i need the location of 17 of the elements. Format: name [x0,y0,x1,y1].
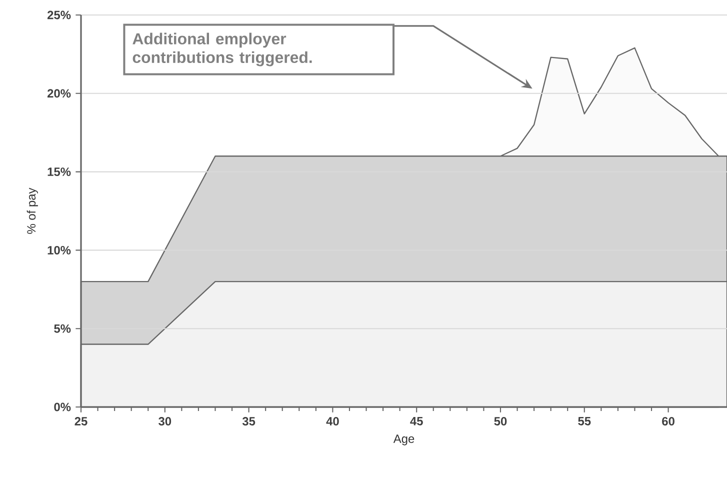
x-tick-label: 30 [158,417,172,426]
x-tick-label: 55 [578,417,591,426]
y-tick-label: 5% [54,324,71,333]
y-axis-title: % of pay [26,188,38,234]
x-axis-title: Age [393,434,414,446]
x-tick-label: 25 [74,417,88,426]
y-tick-label: 25% [47,10,71,20]
x-tick-label: 45 [410,417,423,426]
x-tick-label: 40 [326,417,339,426]
x-tick-label: 35 [242,417,256,426]
y-tick-label: 15% [48,168,71,176]
x-tick-label: 60 [662,417,674,426]
y-tick-label: 20% [47,89,71,98]
y-tick-label: 10% [48,246,71,254]
annotation: Additional employer contributions triggered. [132,32,312,66]
y-tick-label: 0% [54,402,71,412]
x-tick-label: 50 [494,417,507,426]
